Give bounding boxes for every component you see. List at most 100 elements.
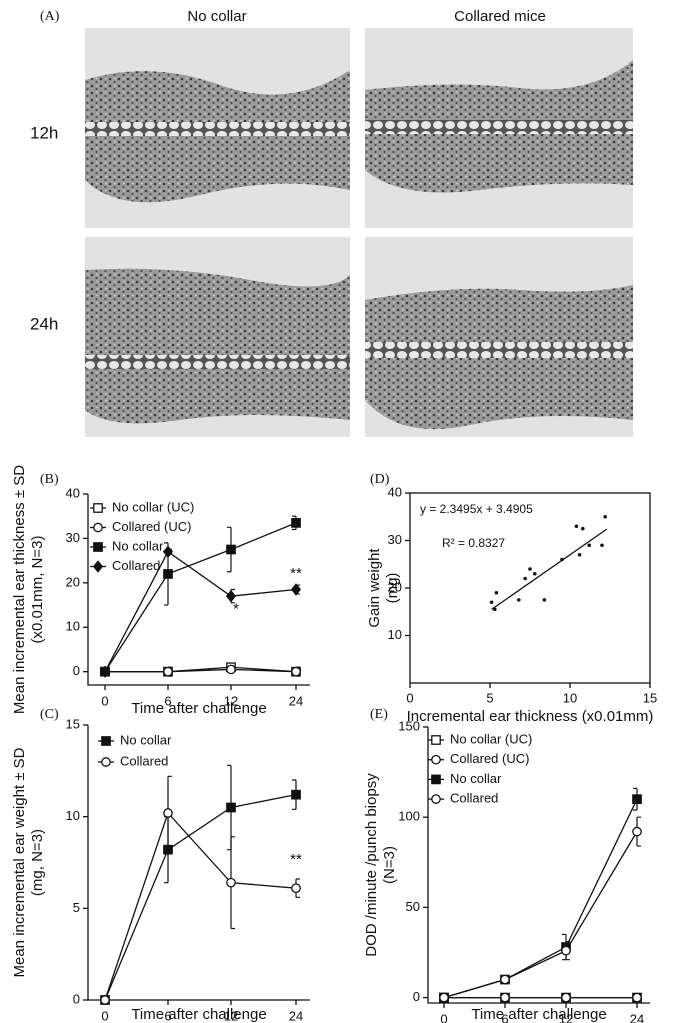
y-axis-label: (mg, N=3) — [29, 829, 46, 896]
x-tick-label: 12 — [224, 1008, 238, 1023]
series-line — [104, 550, 297, 672]
axes — [87, 494, 310, 686]
x-tick-label: 10 — [563, 690, 577, 705]
marker — [632, 992, 642, 1003]
marker — [226, 877, 236, 888]
x-tick-label: 12 — [559, 1011, 573, 1023]
legend-label: No collar — [450, 771, 502, 786]
marker — [290, 583, 302, 596]
y-tick-label: 20 — [388, 579, 402, 594]
legend-label: Collared — [120, 753, 168, 768]
y-axis-label: (N=3) — [381, 846, 398, 884]
marker — [101, 736, 111, 746]
micrograph — [85, 28, 350, 228]
panel-label: (B) — [40, 472, 59, 487]
marker — [93, 542, 103, 552]
y-axis-label: Gain weight — [366, 548, 383, 628]
row-label: 12h — [30, 123, 58, 142]
plot-frame — [409, 492, 651, 684]
marker — [561, 945, 571, 956]
marker — [226, 664, 236, 675]
y-tick-label: 30 — [388, 532, 402, 547]
point — [577, 552, 582, 557]
marker — [431, 735, 441, 745]
y-tick-label: 5 — [73, 900, 80, 915]
panel-label: (A) — [40, 9, 60, 24]
panel-label: (C) — [40, 707, 59, 722]
marker — [226, 544, 236, 555]
point — [603, 514, 607, 519]
y-tick-label: 0 — [73, 991, 80, 1006]
y-axis-label: DOD /minute /punch biopsy — [363, 773, 380, 957]
marker — [561, 992, 571, 1003]
y-tick-label: 50 — [406, 899, 420, 914]
legend-label: Collared (UC) — [112, 519, 191, 534]
marker — [291, 883, 301, 894]
y-tick-label: 40 — [66, 485, 80, 500]
legend-label: No collar (UC) — [450, 731, 532, 746]
axes — [87, 725, 310, 1001]
x-tick-label: 0 — [440, 1011, 447, 1023]
y-tick-label: 10 — [388, 627, 402, 642]
marker — [632, 826, 642, 837]
point — [517, 598, 521, 602]
legend-label: No collar — [120, 732, 172, 747]
y-axis-label: (mg) — [384, 573, 401, 604]
marker — [500, 992, 510, 1003]
annotation: y = 2.3495x + 3.4905 — [420, 502, 533, 516]
x-tick-label: 12 — [224, 693, 238, 708]
marker — [431, 774, 441, 785]
y-tick-label: 0 — [73, 663, 80, 678]
point — [574, 524, 579, 529]
x-tick-label: 0 — [101, 1008, 108, 1023]
marker — [439, 992, 449, 1003]
point — [494, 590, 499, 595]
x-tick-label: 6 — [164, 693, 171, 708]
micrographs — [85, 28, 633, 437]
y-tick-label: 10 — [66, 619, 80, 634]
marker — [500, 974, 510, 985]
series-line — [104, 522, 297, 673]
marker — [162, 545, 174, 558]
annotation: R² = 0.8327 — [442, 536, 505, 550]
point — [587, 543, 591, 548]
series-line — [443, 798, 638, 999]
legend-label: Collared — [450, 791, 498, 806]
y-tick-label: 40 — [388, 484, 402, 499]
point — [560, 557, 564, 562]
y-tick-label: 20 — [66, 574, 80, 589]
y-axis-label: (x0.01mm, N=3) — [29, 536, 46, 644]
point — [600, 543, 604, 548]
x-tick-label: 24 — [289, 1008, 303, 1023]
marker — [101, 757, 111, 767]
trendline — [491, 528, 608, 610]
y-tick-label: 150 — [398, 718, 420, 733]
y-tick-label: 15 — [66, 716, 80, 731]
x-tick-label: 24 — [630, 1011, 644, 1023]
annotation: * — [233, 600, 239, 617]
marker — [92, 560, 104, 573]
x-tick-label: 24 — [289, 693, 303, 708]
column-label: No collar — [187, 8, 246, 25]
column-label: Collared mice — [454, 8, 546, 25]
y-axis-label: Mean incremental ear weight ± SD — [11, 747, 28, 977]
panel-label: (D) — [370, 472, 390, 487]
axes — [427, 727, 650, 1004]
marker — [163, 569, 173, 579]
series-line — [443, 831, 638, 999]
point — [533, 571, 537, 576]
point — [581, 526, 585, 531]
legend-label: No collar (UC) — [112, 499, 194, 514]
point — [528, 567, 532, 571]
marker — [225, 589, 237, 603]
series-line — [105, 668, 297, 673]
y-tick-label: 10 — [66, 808, 80, 823]
annotation: ** — [290, 565, 302, 582]
series-line — [104, 794, 297, 1001]
marker — [632, 794, 642, 805]
marker — [431, 754, 441, 765]
y-tick-label: 100 — [398, 809, 420, 824]
marker — [93, 503, 103, 513]
marker — [163, 808, 173, 818]
